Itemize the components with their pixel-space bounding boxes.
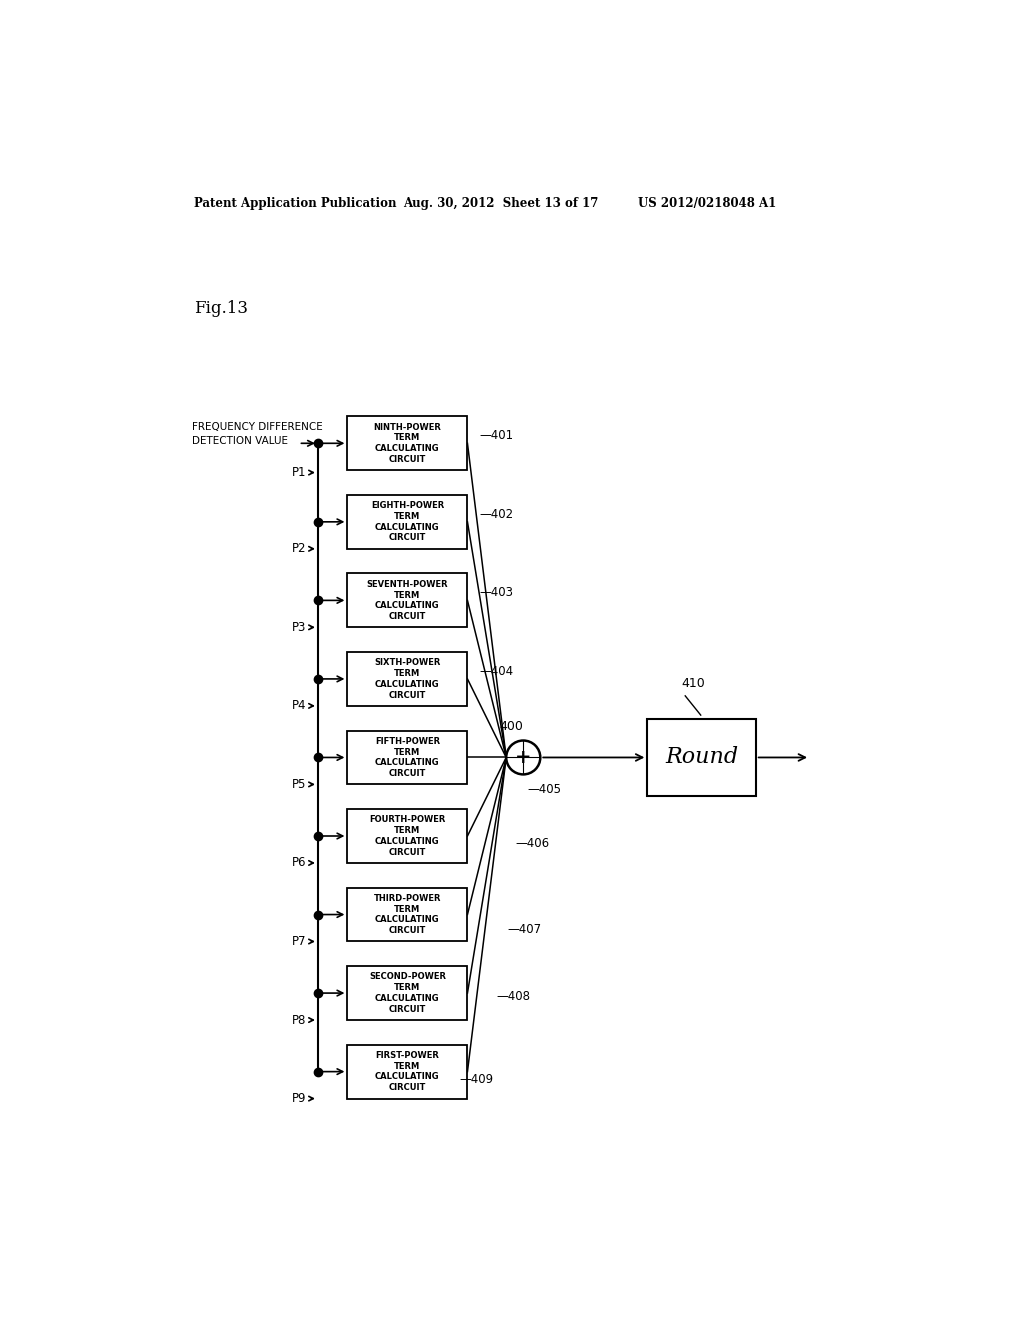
Text: THIRD-POWER
TERM
CALCULATING
CIRCUIT: THIRD-POWER TERM CALCULATING CIRCUIT [374, 894, 441, 935]
Text: Aug. 30, 2012  Sheet 13 of 17: Aug. 30, 2012 Sheet 13 of 17 [403, 197, 598, 210]
Text: P9: P9 [292, 1092, 306, 1105]
Text: EIGHTH-POWER
TERM
CALCULATING
CIRCUIT: EIGHTH-POWER TERM CALCULATING CIRCUIT [371, 502, 444, 543]
Text: P8: P8 [292, 1014, 306, 1027]
Bar [347, 416, 467, 470]
Text: 410: 410 [681, 677, 706, 689]
Text: P3: P3 [292, 620, 306, 634]
Text: FOURTH-POWER
TERM
CALCULATING
CIRCUIT: FOURTH-POWER TERM CALCULATING CIRCUIT [370, 816, 445, 857]
Text: —408: —408 [496, 990, 530, 1003]
Text: FIFTH-POWER
TERM
CALCULATING
CIRCUIT: FIFTH-POWER TERM CALCULATING CIRCUIT [375, 737, 440, 777]
Text: P4: P4 [292, 700, 306, 713]
Bar [347, 966, 467, 1020]
Text: SEVENTH-POWER
TERM
CALCULATING
CIRCUIT: SEVENTH-POWER TERM CALCULATING CIRCUIT [367, 579, 449, 620]
Text: US 2012/0218048 A1: US 2012/0218048 A1 [638, 197, 776, 210]
Text: —403: —403 [479, 586, 513, 599]
Text: Round: Round [665, 747, 738, 768]
Text: —406: —406 [515, 837, 550, 850]
Text: P7: P7 [292, 935, 306, 948]
Text: —407: —407 [508, 924, 542, 936]
Text: —402: —402 [479, 508, 513, 520]
Text: SIXTH-POWER
TERM
CALCULATING
CIRCUIT: SIXTH-POWER TERM CALCULATING CIRCUIT [374, 659, 440, 700]
Text: P2: P2 [292, 543, 306, 556]
Bar [347, 730, 467, 784]
Text: Fig.13: Fig.13 [194, 300, 248, 317]
Text: FREQUENCY DIFFERENCE
DETECTION VALUE: FREQUENCY DIFFERENCE DETECTION VALUE [191, 422, 323, 446]
Text: 400: 400 [500, 719, 523, 733]
Text: FIRST-POWER
TERM
CALCULATING
CIRCUIT: FIRST-POWER TERM CALCULATING CIRCUIT [375, 1051, 439, 1092]
Bar [647, 719, 756, 796]
Bar [347, 1044, 467, 1098]
Text: —409: —409 [460, 1073, 494, 1086]
Bar [347, 652, 467, 706]
Text: —405: —405 [527, 783, 561, 796]
Bar [347, 495, 467, 549]
Bar [347, 809, 467, 863]
Text: +: + [515, 748, 531, 767]
Bar [347, 573, 467, 627]
Text: SECOND-POWER
TERM
CALCULATING
CIRCUIT: SECOND-POWER TERM CALCULATING CIRCUIT [369, 973, 445, 1014]
Text: P5: P5 [292, 777, 306, 791]
Text: Patent Application Publication: Patent Application Publication [194, 197, 396, 210]
Text: P6: P6 [292, 857, 306, 870]
Text: —401: —401 [479, 429, 513, 442]
Bar [347, 887, 467, 941]
Text: NINTH-POWER
TERM
CALCULATING
CIRCUIT: NINTH-POWER TERM CALCULATING CIRCUIT [374, 422, 441, 463]
Text: P1: P1 [292, 466, 306, 479]
Text: —404: —404 [479, 665, 513, 677]
